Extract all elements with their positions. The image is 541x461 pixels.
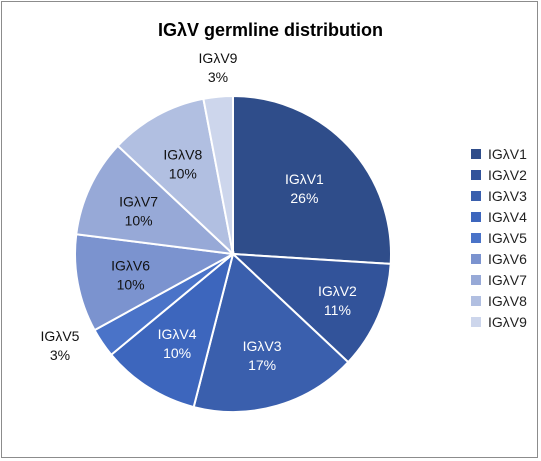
legend-swatch: [471, 253, 481, 264]
data-label-value-5: 3%: [50, 347, 70, 363]
pie-slice-9: [202, 94, 234, 255]
data-label-category-3: IGλV3: [243, 338, 282, 354]
legend-swatch: [471, 211, 481, 222]
data-label-category-6: IGλV6: [111, 258, 150, 274]
data-label-category-2: IGλV2: [318, 283, 357, 299]
legend-item-2: IGλV2: [471, 164, 527, 185]
legend-item-4: IGλV4: [471, 206, 527, 227]
pie-slice-1: [232, 94, 393, 265]
data-label-category-1: IGλV1: [285, 171, 324, 187]
legend-label: IGλV5: [488, 229, 527, 246]
pie-slice-2: [230, 252, 392, 364]
chart-title: IGλV germline distribution: [157, 20, 384, 40]
data-label-category-7: IGλV7: [119, 194, 158, 210]
data-label-value-4: 10%: [163, 345, 191, 361]
legend-label: IGλV7: [488, 271, 527, 288]
data-label-value-3: 17%: [248, 357, 276, 373]
data-label-category-5: IGλV5: [41, 328, 80, 344]
legend-swatch: [471, 274, 481, 285]
pie-slice-6: [74, 233, 237, 332]
data-label-category-9: IGλV9: [199, 50, 238, 66]
legend-swatch: [471, 169, 481, 180]
data-label-category-8: IGλV8: [163, 147, 202, 163]
data-label-value-8: 10%: [169, 166, 197, 182]
legend-item-7: IGλV7: [471, 269, 527, 290]
legend-label: IGλV3: [488, 187, 527, 204]
legend-item-8: IGλV8: [471, 290, 527, 311]
legend-label: IGλV4: [488, 208, 527, 225]
pie-slice-7: [75, 144, 236, 256]
pie-slice-3: [192, 252, 350, 414]
data-label-value-2: 11%: [324, 302, 351, 318]
legend-label: IGλV9: [488, 313, 527, 330]
legend-item-5: IGλV5: [471, 227, 527, 248]
legend-swatch: [471, 232, 481, 243]
legend-label: IGλV2: [488, 166, 527, 183]
legend-label: IGλV8: [488, 292, 527, 309]
data-label-value-6: 10%: [117, 277, 145, 293]
legend-item-9: IGλV9: [471, 311, 527, 332]
data-label-category-4: IGλV4: [158, 326, 197, 342]
legend-label: IGλV6: [488, 250, 527, 267]
legend-swatch: [471, 190, 481, 201]
legend-swatch: [471, 295, 481, 306]
legend-swatch: [471, 316, 481, 327]
pie-slice-4: [109, 251, 235, 409]
legend-item-6: IGλV6: [471, 248, 527, 269]
data-label-value-7: 10%: [125, 213, 153, 229]
pie-slice-8: [116, 97, 235, 257]
data-label-value-1: 26%: [290, 190, 318, 206]
legend-swatch: [471, 148, 481, 159]
legend-item-3: IGλV3: [471, 185, 527, 206]
data-label-value-9: 3%: [208, 69, 228, 85]
legend-item-1: IGλV1: [471, 143, 527, 164]
legend-label: IGλV1: [488, 145, 527, 162]
legend: IGλV1 IGλV2 IGλV3 IGλV4 IGλV5 IGλV6 IGλV7 IGλV8…: [471, 143, 527, 332]
